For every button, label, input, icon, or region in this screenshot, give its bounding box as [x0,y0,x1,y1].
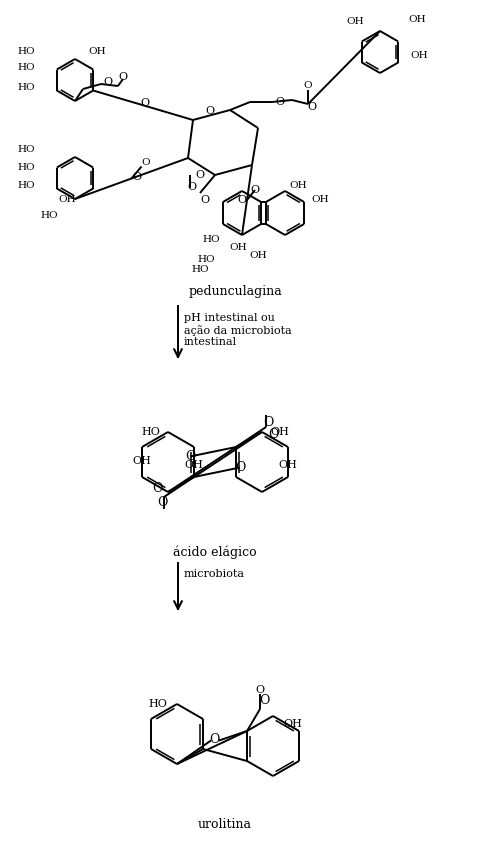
Text: O: O [259,694,269,707]
Text: O: O [103,77,113,87]
Text: OH: OH [289,180,307,190]
Text: O: O [205,106,214,116]
Text: OH: OH [346,18,364,26]
Text: HO: HO [17,163,35,172]
Text: HO: HO [148,699,167,709]
Text: O: O [255,685,264,695]
Text: OH: OH [88,48,106,56]
Text: O: O [119,72,128,82]
Text: O: O [276,97,285,107]
Text: HO: HO [17,48,35,56]
Text: HO: HO [191,266,209,275]
Text: O: O [238,195,247,205]
Text: HO: HO [17,146,35,155]
Text: O: O [157,495,167,509]
Text: O: O [195,170,204,180]
Text: HO: HO [17,180,35,190]
Text: OH: OH [249,250,267,260]
Text: O: O [209,733,219,746]
Text: OH: OH [311,196,329,204]
Text: HO: HO [40,210,58,220]
Text: ação da microbiota: ação da microbiota [184,325,292,336]
Text: OH: OH [278,460,298,470]
Text: O: O [263,415,273,429]
Text: OH: OH [410,50,428,60]
Text: HO: HO [17,64,35,72]
Text: OH: OH [184,460,204,470]
Text: microbiota: microbiota [184,569,245,579]
Text: O: O [307,102,317,112]
Text: urolitina: urolitina [198,818,252,831]
Text: OH: OH [283,719,302,729]
Text: O: O [141,158,150,167]
Text: O: O [251,185,260,195]
Text: pH intestinal ou: pH intestinal ou [184,313,275,323]
Text: O: O [141,98,150,108]
Text: HO: HO [141,427,160,437]
Text: O: O [235,461,245,474]
Text: OH: OH [229,243,247,253]
Text: O: O [132,172,141,181]
Text: HO: HO [203,236,220,244]
Text: O: O [185,450,195,463]
Text: O: O [304,82,312,90]
Text: OH: OH [58,196,76,204]
Text: OH: OH [132,456,152,466]
Text: ácido elágico: ácido elágico [173,545,257,559]
Text: intestinal: intestinal [184,337,237,347]
Text: HO: HO [197,255,215,265]
Text: OH: OH [270,427,289,437]
Text: O: O [187,182,197,192]
Text: O: O [152,483,162,495]
Text: OH: OH [408,15,426,25]
Text: O: O [268,429,278,442]
Text: HO: HO [17,83,35,93]
Text: O: O [201,195,210,205]
Text: pedunculagina: pedunculagina [188,285,282,299]
